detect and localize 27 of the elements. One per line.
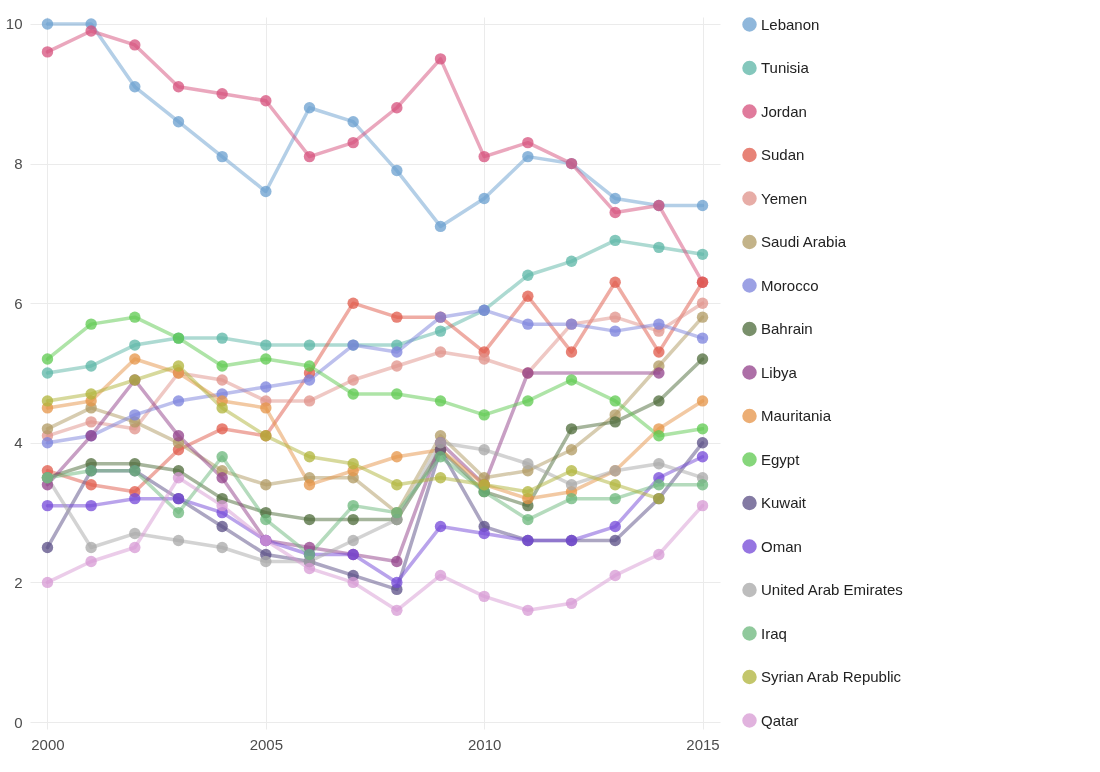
legend-label: Bahrain — [761, 320, 813, 337]
y-tick-label: 0 — [14, 713, 23, 731]
y-tick-label: 6 — [14, 294, 23, 312]
legend-label: Egypt — [761, 450, 801, 468]
legend-label: Libya — [761, 363, 798, 381]
x-tick-label: 2015 — [686, 735, 720, 753]
legend-label: United Arab Emirates — [761, 581, 903, 598]
y-tick-label: 2 — [14, 573, 23, 591]
y-tick-label: 8 — [14, 155, 23, 173]
legend-label: Syrian Arab Republic — [761, 668, 902, 685]
legend-label: Jordan — [761, 102, 807, 120]
legend-label: Kuwait — [761, 494, 807, 511]
legend-label: Qatar — [761, 711, 799, 729]
x-tick-label: 2010 — [467, 735, 502, 753]
legend-label: Lebanon — [761, 15, 820, 33]
legend-label: Morocco — [761, 276, 819, 294]
legend-label: Sudan — [761, 146, 805, 163]
legend-label: Mauritania — [761, 407, 832, 424]
legend-label: Yemen — [761, 189, 808, 207]
legend-label: Saudi Arabia — [761, 233, 847, 250]
y-tick-label: 4 — [14, 434, 23, 452]
legend-label: Oman — [761, 537, 802, 555]
x-tick-label: 2005 — [249, 735, 284, 753]
legend-label: Iraq — [761, 624, 787, 642]
legend-label: Tunisia — [761, 59, 810, 76]
y-tick-label: 10 — [5, 15, 23, 33]
x-tick-label: 2000 — [31, 735, 65, 753]
